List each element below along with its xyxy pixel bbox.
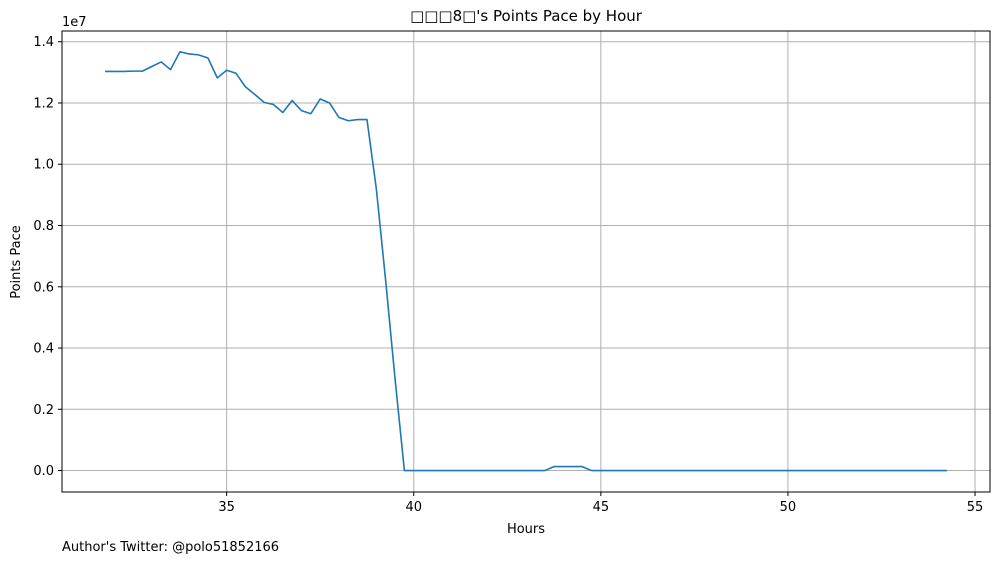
y-tick-label: 0.8	[33, 219, 54, 234]
tick-layer: 35 40 45 50 55 0.0 0.2 0.4 0.6 0.8 1.0 1.2 1.4	[33, 35, 983, 515]
y-tick-label: 1.2	[33, 96, 54, 111]
x-tick-label: 50	[780, 500, 797, 515]
y-offset-label: 1e7	[62, 15, 87, 30]
plot-frame	[61, 30, 991, 493]
y-tick-label: 1.4	[33, 35, 54, 50]
chart-title: □□□8□'s Points Pace by Hour	[410, 7, 643, 25]
author-credit: Author's Twitter: @polo51852166	[62, 540, 279, 555]
x-tick-label: 35	[218, 500, 235, 515]
series-line	[105, 51, 947, 472]
y-tick-label: 0.6	[33, 280, 54, 295]
x-tick-label: 55	[967, 500, 984, 515]
y-axis-title: Points Pace	[9, 225, 24, 299]
y-tick-label: 0.0	[33, 464, 54, 479]
y-tick-label: 0.4	[33, 342, 54, 357]
x-tick-label: 40	[405, 500, 422, 515]
x-axis-title: Hours	[507, 522, 545, 537]
line-layer	[105, 51, 947, 472]
y-tick-label: 0.2	[33, 403, 54, 418]
y-tick-label: 1.0	[33, 158, 54, 173]
x-tick-label: 45	[593, 500, 610, 515]
